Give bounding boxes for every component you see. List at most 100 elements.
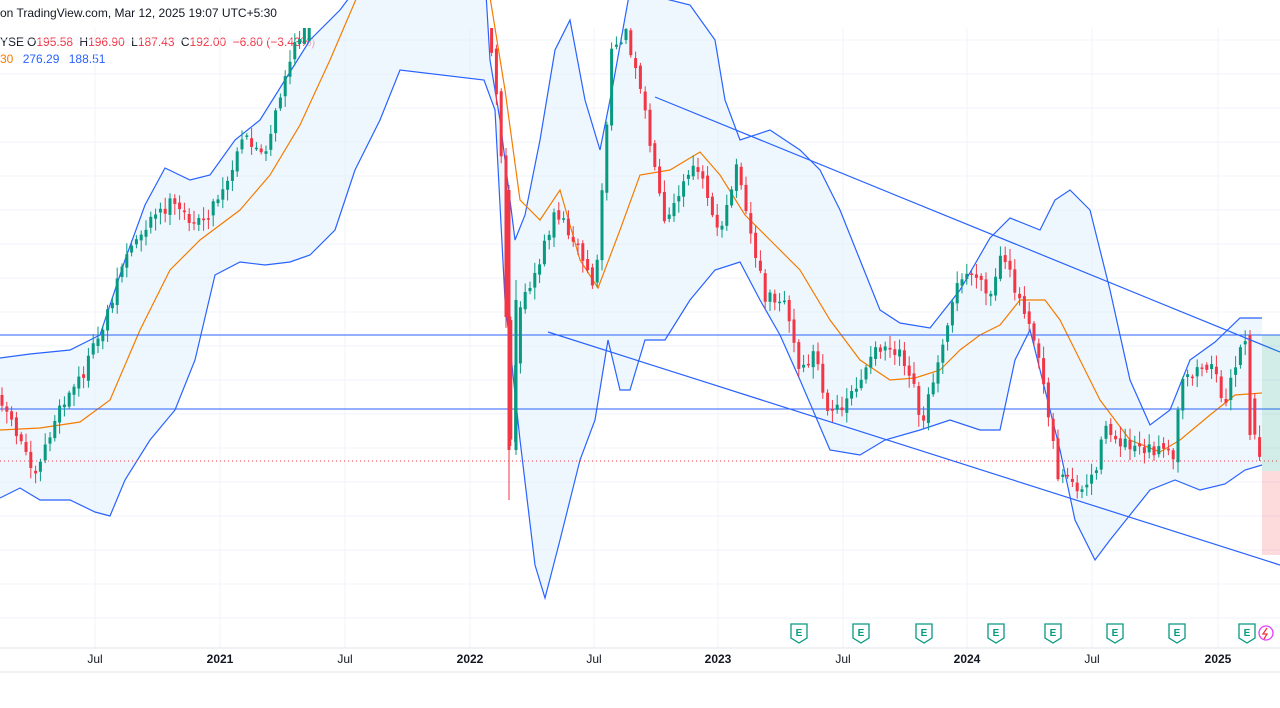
candle-body bbox=[240, 139, 244, 150]
candle-body bbox=[821, 363, 825, 393]
candle-body bbox=[682, 181, 686, 197]
earnings-icon-shape bbox=[1238, 623, 1256, 644]
candle-body bbox=[883, 346, 887, 351]
candle-body bbox=[874, 347, 878, 359]
open-value: 195.58 bbox=[36, 35, 74, 49]
candle-body bbox=[936, 362, 940, 384]
candle-body bbox=[1162, 443, 1166, 449]
bollinger-upper-line bbox=[0, 0, 1262, 426]
earnings-icon-letter: E bbox=[1174, 628, 1181, 639]
low-value: 187.43 bbox=[137, 35, 175, 49]
candle-body bbox=[792, 319, 796, 343]
indicator-upper-value: 276.29 bbox=[22, 52, 60, 66]
candle-body bbox=[869, 356, 873, 368]
candle-body bbox=[278, 97, 282, 109]
earnings-icon-letter: E bbox=[796, 628, 803, 639]
candle-body bbox=[638, 65, 642, 89]
candle-body bbox=[1133, 445, 1137, 452]
bollinger-basis-line bbox=[0, 0, 1263, 453]
candle-body bbox=[946, 325, 950, 342]
candle-body bbox=[706, 175, 710, 199]
candle-body bbox=[787, 300, 791, 322]
candle-body bbox=[130, 245, 134, 253]
time-axis-label: 2023 bbox=[705, 652, 732, 666]
earnings-icon-letter: E bbox=[1244, 628, 1251, 639]
earnings-icon-shape bbox=[1168, 623, 1186, 644]
candle-body bbox=[1061, 474, 1065, 477]
time-axis-label: Jul bbox=[835, 652, 850, 666]
earnings-icon: E bbox=[1106, 623, 1124, 644]
candle-body bbox=[552, 212, 556, 238]
candle-body bbox=[730, 189, 734, 206]
candle-body bbox=[710, 196, 714, 216]
candle-body bbox=[490, 28, 494, 53]
candle-body bbox=[768, 292, 772, 302]
candle-body bbox=[283, 76, 287, 97]
candle-body bbox=[1210, 364, 1214, 370]
candle-body bbox=[773, 293, 777, 303]
earnings-icon: E bbox=[852, 623, 870, 644]
candle-body bbox=[86, 355, 90, 381]
candle-body bbox=[979, 275, 983, 280]
candle-body bbox=[5, 406, 9, 412]
candle-body bbox=[504, 155, 508, 318]
candle-body bbox=[859, 379, 863, 389]
candle-body bbox=[845, 398, 849, 413]
candle-body bbox=[211, 201, 215, 216]
candle-body bbox=[557, 210, 561, 220]
candle-body bbox=[514, 300, 518, 450]
candle-body bbox=[763, 273, 767, 302]
candle-body bbox=[523, 291, 527, 310]
candle-body bbox=[835, 404, 839, 410]
candle-body bbox=[1166, 448, 1170, 451]
candle-body bbox=[950, 302, 954, 326]
candle-body bbox=[643, 91, 647, 111]
candle-body bbox=[902, 350, 906, 367]
candle-body bbox=[72, 386, 76, 395]
time-axis: Jul 2021 Jul 2022 Jul 2023 Jul 2024 Jul 2025 bbox=[0, 647, 1280, 673]
candle-body bbox=[758, 260, 762, 271]
candle-body bbox=[221, 189, 225, 200]
candle-body bbox=[67, 392, 71, 407]
candle-body bbox=[38, 461, 42, 472]
time-axis-label: Jul bbox=[586, 652, 601, 666]
candle-body bbox=[10, 411, 14, 420]
bollinger-area bbox=[0, 0, 1262, 598]
candle-body bbox=[562, 218, 566, 220]
candle-body bbox=[917, 386, 921, 415]
earnings-icon: E bbox=[1238, 623, 1256, 644]
candle-body bbox=[1013, 269, 1017, 293]
candle-body bbox=[58, 405, 62, 423]
candle-body bbox=[619, 42, 623, 45]
candle-body bbox=[1128, 439, 1132, 450]
candle-body bbox=[701, 171, 705, 179]
candle-body bbox=[518, 307, 522, 364]
candle-body bbox=[854, 388, 858, 392]
split-icon-bolt bbox=[1261, 627, 1269, 640]
bollinger-lines bbox=[0, 0, 1263, 601]
candle-body bbox=[187, 213, 191, 223]
candle-body bbox=[48, 437, 52, 444]
candle-body bbox=[1008, 260, 1012, 270]
candle-body bbox=[590, 267, 594, 286]
candle-body bbox=[1104, 425, 1108, 439]
candle-body bbox=[144, 229, 148, 237]
candle-body bbox=[878, 347, 882, 352]
candle-body bbox=[499, 91, 503, 157]
candle-body bbox=[178, 202, 182, 210]
candle-body bbox=[1219, 376, 1223, 399]
candle-body bbox=[970, 273, 974, 276]
candle-body bbox=[226, 180, 230, 190]
candle-body bbox=[82, 374, 86, 378]
candle-body bbox=[1114, 435, 1118, 440]
candle-body bbox=[1152, 446, 1156, 456]
earnings-icon: E bbox=[915, 623, 933, 644]
candle-body bbox=[1186, 374, 1190, 378]
candle-body bbox=[830, 408, 834, 411]
candle-body bbox=[941, 344, 945, 363]
candle-body bbox=[115, 278, 119, 306]
candle-body bbox=[802, 364, 806, 368]
candle-body bbox=[629, 30, 633, 56]
candle-body bbox=[667, 214, 671, 219]
